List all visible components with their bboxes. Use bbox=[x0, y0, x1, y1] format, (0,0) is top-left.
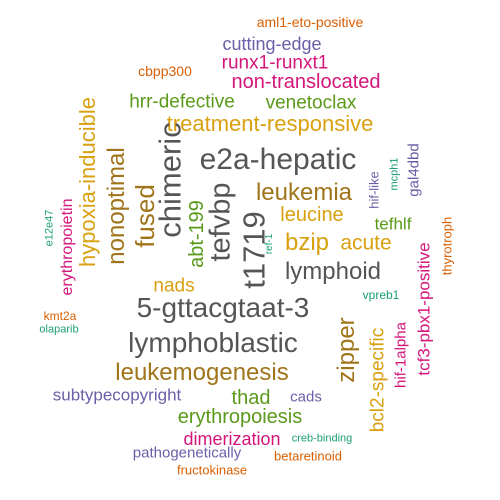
word: hypoxia-inducible bbox=[75, 97, 100, 267]
word: tefvbp bbox=[204, 182, 237, 262]
word: tefhlf bbox=[374, 214, 412, 234]
word: non-translocated bbox=[231, 71, 381, 93]
word: subtypecopyright bbox=[52, 385, 182, 405]
word: 5-gttacgtaat-3 bbox=[136, 292, 310, 323]
word: fructokinase bbox=[176, 462, 248, 478]
word: lymphoblastic bbox=[128, 327, 298, 358]
word: creb-binding bbox=[291, 432, 353, 445]
word: gal4dbd bbox=[405, 143, 423, 197]
word: cads bbox=[290, 388, 322, 406]
word: tcf3-pbx1-positive bbox=[414, 242, 434, 376]
word: hif-like bbox=[366, 171, 382, 209]
word: e2a-hepatic bbox=[199, 143, 357, 176]
word: e12e47 bbox=[43, 209, 56, 247]
word: zipper bbox=[333, 317, 360, 383]
word: betaretinoid bbox=[274, 448, 342, 464]
word: aml1-eto-positive bbox=[256, 14, 364, 30]
word: vpreb1 bbox=[362, 288, 400, 302]
word: cbpp300 bbox=[138, 63, 192, 79]
word: ref-1 bbox=[264, 233, 275, 255]
word: erythropoietin bbox=[59, 198, 76, 296]
word: leucine bbox=[280, 204, 344, 226]
word: bzip bbox=[284, 229, 330, 256]
word: treatment-responsive bbox=[166, 111, 374, 136]
word: leukemia bbox=[255, 179, 353, 206]
word: erythropoiesis bbox=[177, 406, 303, 428]
word: venetoclax bbox=[265, 92, 357, 114]
word: pathogenetically bbox=[132, 444, 242, 462]
word: nads bbox=[153, 275, 195, 297]
word: fused bbox=[130, 184, 160, 248]
word: dimerization bbox=[183, 429, 281, 449]
word: cutting-edge bbox=[222, 34, 322, 54]
word: abt-199 bbox=[186, 200, 208, 268]
word: thad bbox=[231, 387, 271, 409]
word: lymphoid bbox=[284, 258, 382, 285]
word: acute bbox=[340, 231, 392, 255]
word: kmt2a bbox=[43, 309, 77, 323]
word: hif-1alpha bbox=[392, 322, 410, 388]
word: leukemogenesis bbox=[115, 359, 289, 386]
word: nonoptimal bbox=[103, 147, 130, 265]
word: thyrotroph bbox=[439, 216, 455, 276]
word: hrr-defective bbox=[129, 91, 235, 113]
word: olaparib bbox=[39, 323, 79, 336]
word: mcph1 bbox=[388, 157, 401, 191]
word: runx1-runxt1 bbox=[221, 52, 329, 74]
word: bcl2-specific bbox=[367, 327, 389, 433]
